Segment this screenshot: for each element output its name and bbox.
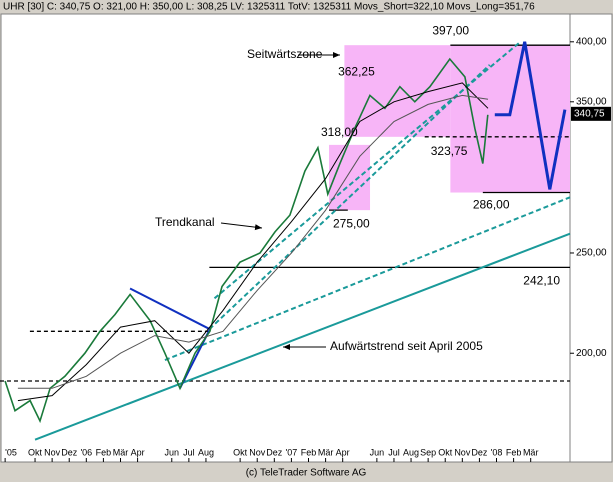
- x-tick-label: Jul: [183, 447, 195, 457]
- x-tick-label: '06: [80, 447, 92, 457]
- x-tick-label: Okt: [28, 447, 43, 457]
- annotation: Aufwärtstrend seit April 2005: [330, 339, 483, 353]
- x-tick-label: Apr: [131, 447, 145, 457]
- last-price-label: 340,75: [574, 108, 605, 119]
- x-tick-label: Mär: [318, 447, 334, 457]
- footer: (c) TeleTrader Software AG: [246, 468, 367, 479]
- series-line: [17, 82, 489, 402]
- trend-line: [208, 64, 491, 330]
- x-tick-label: Jun: [370, 447, 385, 457]
- x-tick-label: Feb: [301, 447, 317, 457]
- y-tick-label: 350,00: [576, 96, 607, 107]
- x-tick-label: Okt: [438, 447, 453, 457]
- axis-area: [569, 13, 613, 463]
- y-tick-label: 200,00: [576, 348, 607, 359]
- level-label: 275,00: [333, 216, 370, 230]
- chart-title: UHR [30] C: 340,75 O: 321,00 H: 350,00 L…: [3, 2, 535, 13]
- x-tick-label: Dez: [471, 447, 488, 457]
- trend-line: [213, 41, 522, 300]
- x-tick-label: Feb: [506, 447, 522, 457]
- x-tick-label: Mär: [523, 447, 539, 457]
- series-line: [494, 41, 567, 190]
- annotation: Trendkanal: [155, 215, 215, 229]
- x-tick-label: Dez: [266, 447, 283, 457]
- level-label: 318,00: [321, 125, 358, 139]
- annotation: Seitwärtszone: [247, 47, 323, 61]
- y-tick-label: 400,00: [576, 36, 607, 47]
- x-tick-label: Mär: [113, 447, 129, 457]
- level-label: 362,25: [338, 65, 375, 79]
- x-tick-label: Sep: [420, 447, 436, 457]
- y-tick-label: 250,00: [576, 248, 607, 259]
- x-tick-label: Okt: [233, 447, 248, 457]
- trend-line: [34, 232, 571, 441]
- zone: [329, 144, 371, 211]
- trend-line: [129, 287, 211, 331]
- x-tick-label: Apr: [336, 447, 350, 457]
- zone: [450, 45, 570, 193]
- level-label: 286,00: [473, 198, 510, 212]
- x-tick-label: Dez: [61, 447, 78, 457]
- annotation-arrow: [220, 222, 263, 231]
- series-line: [4, 57, 489, 424]
- x-tick-label: '07: [286, 447, 298, 457]
- level-label: 242,10: [523, 274, 560, 288]
- x-tick-label: Nov: [44, 447, 61, 457]
- x-tick-label: Jun: [165, 447, 180, 457]
- level-label: 323,75: [431, 144, 468, 158]
- x-tick-label: '05: [5, 447, 17, 457]
- trend-line: [164, 196, 571, 361]
- x-tick-label: Jul: [388, 447, 400, 457]
- level-label: 397,00: [432, 23, 469, 37]
- x-tick-label: Aug: [403, 447, 419, 457]
- x-tick-label: Nov: [454, 447, 471, 457]
- x-tick-label: '08: [491, 447, 503, 457]
- x-tick-label: Aug: [198, 447, 214, 457]
- x-tick-label: Nov: [249, 447, 266, 457]
- last-price-box: [571, 106, 611, 121]
- x-tick-label: Feb: [96, 447, 112, 457]
- series-line: [17, 94, 489, 389]
